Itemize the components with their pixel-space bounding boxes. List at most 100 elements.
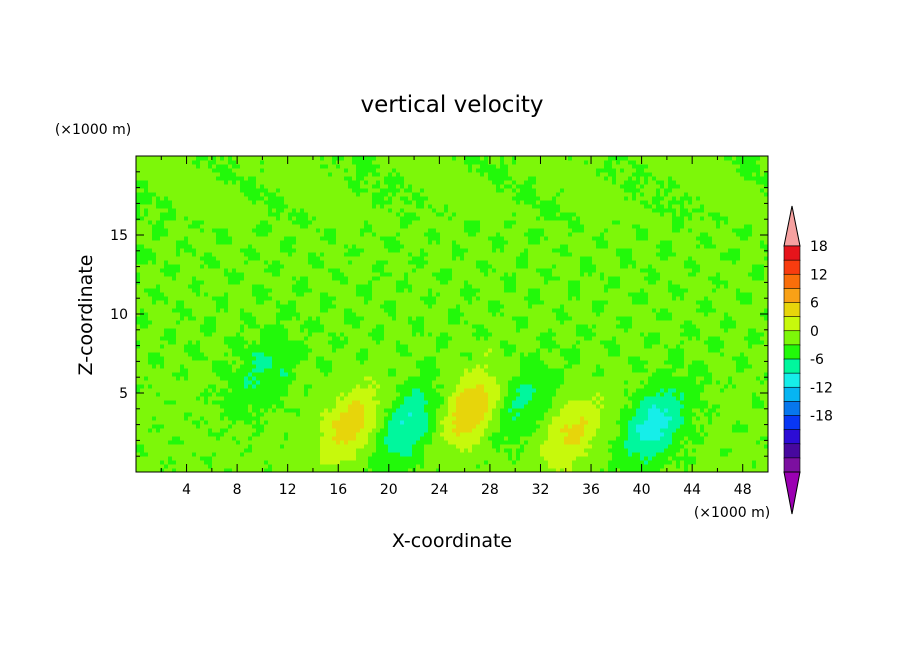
field-cell [340,192,345,197]
field-cell [368,324,373,329]
field-cell [308,424,313,429]
field-cell [328,420,333,425]
field-cell [232,216,237,221]
field-cell [232,192,237,197]
field-cell [208,248,213,253]
field-cell [144,196,149,201]
field-cell [168,292,173,297]
field-cell [336,244,341,249]
field-cell [256,228,261,233]
field-cell [208,192,213,197]
field-cell [184,336,189,341]
field-cell [252,296,257,301]
field-cell [192,272,197,277]
field-cell [192,408,197,413]
field-cell [144,276,149,281]
field-cell [228,448,233,453]
field-cell [200,324,205,329]
field-cell [192,160,197,165]
field-cell [144,248,149,253]
field-cell [340,380,345,385]
field-cell [304,432,309,437]
field-cell [380,424,385,429]
field-cell [372,336,377,341]
field-cell [244,328,249,333]
field-cell [260,288,265,293]
field-cell [284,224,289,229]
field-cell [332,460,337,465]
field-cell [144,340,149,345]
field-cell [180,388,185,393]
field-cell [256,232,261,237]
field-cell [368,396,373,401]
field-cell [152,280,157,285]
field-cell [336,180,341,185]
field-cell [308,308,313,313]
field-cell [152,248,157,253]
field-cell [320,356,325,361]
field-cell [332,340,337,345]
field-cell [292,212,297,217]
field-cell [276,340,281,345]
field-cell [168,164,173,169]
field-cell [328,288,333,293]
field-cell [216,416,221,421]
field-cell [332,456,337,461]
field-cell [308,216,313,221]
field-cell [184,168,189,173]
field-cell [200,180,205,185]
field-cell [280,296,285,301]
field-cell [196,220,201,225]
field-cell [224,460,229,465]
field-cell [220,368,225,373]
field-cell [356,464,361,469]
field-cell [332,380,337,385]
field-cell [300,256,305,261]
field-cell [144,244,149,249]
field-cell [352,188,357,193]
field-cell [348,436,353,441]
field-cell [136,320,141,325]
field-cell [296,384,301,389]
field-cell [176,272,181,277]
field-cell [376,348,381,353]
field-cell [364,168,369,173]
field-cell [144,164,149,169]
field-cell [332,416,337,421]
field-cell [296,212,301,217]
field-cell [368,316,373,321]
field-cell [152,416,157,421]
field-cell [240,388,245,393]
field-cell [352,440,357,445]
field-cell [268,208,273,213]
field-cell [148,176,153,181]
field-cell [328,292,333,297]
field-cell [260,304,265,309]
field-cell [244,292,249,297]
field-cell [268,380,273,385]
field-cell [360,312,365,317]
field-cell [172,388,177,393]
field-cell [140,272,145,277]
field-cell [148,348,153,353]
field-cell [252,380,257,385]
field-cell [372,432,377,437]
field-cell [172,308,177,313]
field-cell [256,320,261,325]
field-cell [380,444,385,449]
field-cell [296,200,301,205]
field-cell [256,340,261,345]
field-cell [244,288,249,293]
field-cell [140,368,145,373]
field-cell [332,224,337,229]
field-cell [236,356,241,361]
field-cell [292,468,297,473]
field-cell [288,344,293,349]
field-cell [356,320,361,325]
field-cell [172,240,177,245]
field-cell [304,256,309,261]
field-cell [296,400,301,405]
field-cell [308,348,313,353]
field-cell [196,408,201,413]
field-cell [144,328,149,333]
